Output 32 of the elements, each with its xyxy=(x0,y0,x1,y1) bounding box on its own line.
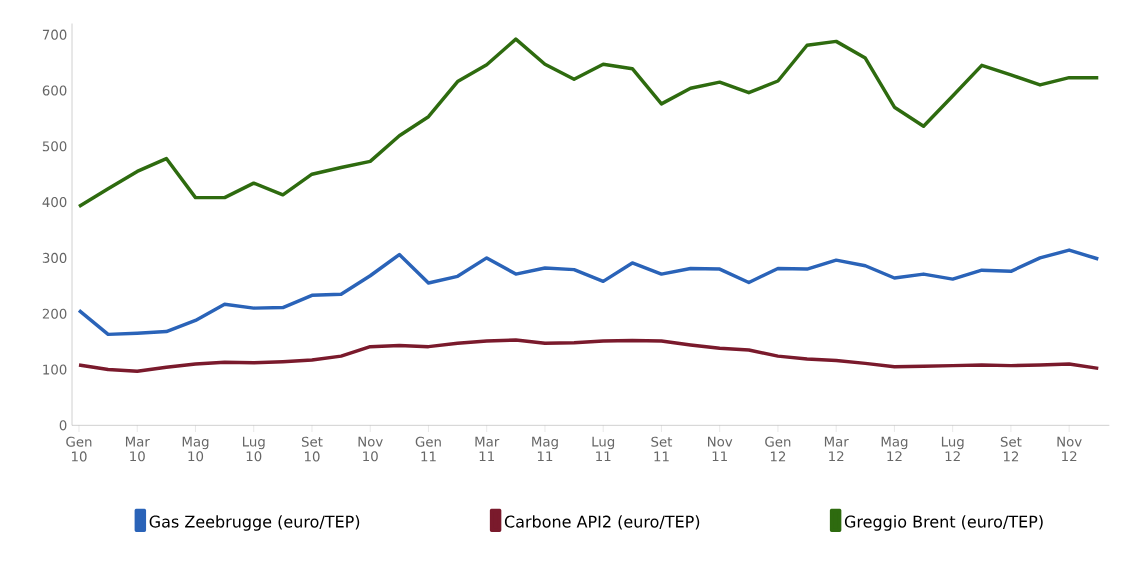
legend-label: Carbone API2 (euro/TEP) xyxy=(504,515,700,530)
x-tick-label: Nov 12 xyxy=(1057,436,1082,462)
y-tick-label: 400 xyxy=(42,197,67,208)
y-tick-label: 200 xyxy=(42,308,67,319)
line-series xyxy=(77,248,1101,337)
line-series xyxy=(77,37,1101,209)
y-tick-label: 0 xyxy=(59,420,67,431)
y-tick-label: 300 xyxy=(42,252,67,263)
x-tick-label: Mag 11 xyxy=(532,436,558,462)
y-tick-label: 500 xyxy=(42,141,67,152)
x-tick-label: Lug 12 xyxy=(941,436,964,462)
y-tick-label: 600 xyxy=(42,85,67,96)
x-tick-label: Gen 12 xyxy=(765,436,791,462)
x-tick-label: Mar 11 xyxy=(475,436,500,462)
x-tick-label: Gen 11 xyxy=(415,436,441,462)
x-tick-label: Set 10 xyxy=(301,436,323,462)
x-tick-label: Lug 10 xyxy=(243,436,265,462)
x-tick-label: Nov 10 xyxy=(358,436,383,462)
x-tick-label: Mar 12 xyxy=(824,436,849,462)
line-series xyxy=(77,338,1101,373)
x-tick-label: Gen 10 xyxy=(66,436,92,462)
legend-label: Greggio Brent (euro/TEP) xyxy=(844,515,1043,531)
x-tick-label: Nov 11 xyxy=(708,436,733,462)
x-tick-label: Lug 11 xyxy=(592,436,615,462)
legend-label: Gas Zeebrugge (euro/TEP) xyxy=(149,515,360,531)
x-tick-label: Set 12 xyxy=(1000,436,1022,462)
x-tick-label: Mar 10 xyxy=(125,436,150,462)
y-tick-label: 100 xyxy=(43,364,67,375)
x-tick-label: Mag 10 xyxy=(182,436,209,462)
x-tick-label: Set 11 xyxy=(651,436,673,462)
x-tick-label: Mag 12 xyxy=(881,436,908,462)
y-tick-label: 700 xyxy=(42,29,67,40)
